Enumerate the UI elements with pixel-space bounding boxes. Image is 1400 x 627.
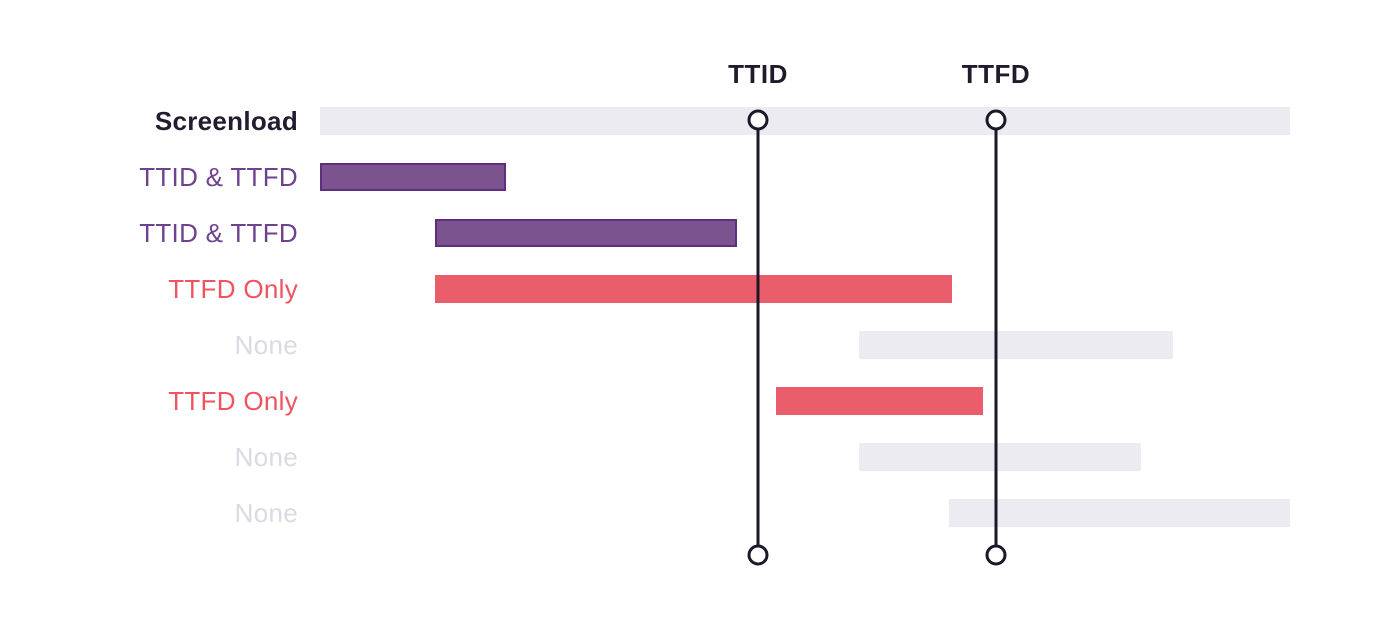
row-label-ttid_ttfd: TTID & TTFD (139, 162, 298, 192)
row-label-none: None (234, 442, 298, 472)
span-bar-ttfd_only (435, 275, 952, 303)
row-label-none: None (234, 330, 298, 360)
marker-circle-bottom-ttfd (985, 544, 1007, 566)
row-label-ttfd_only: TTFD Only (168, 274, 298, 304)
span-bar-ttid_ttfd (435, 219, 737, 247)
marker-label-ttfd: TTFD (961, 59, 1031, 89)
row-label-none: None (234, 498, 298, 528)
row-label-ttid_ttfd: TTID & TTFD (139, 218, 298, 248)
marker-circle-bottom-ttid (747, 544, 769, 566)
span-bar-neutral (949, 499, 1290, 527)
marker-label-ttid: TTID (728, 59, 788, 89)
marker-circle-top-ttid (747, 109, 769, 131)
marker-circle-top-ttfd (985, 109, 1007, 131)
span-bar-neutral (859, 331, 1173, 359)
span-bar-ttid_ttfd (320, 163, 506, 191)
span-bar-ttfd_only (776, 387, 983, 415)
row-label-screenload: Screenload (154, 106, 298, 136)
span-bar-neutral (320, 107, 1290, 135)
row-label-ttfd_only: TTFD Only (168, 386, 298, 416)
marker-line-ttid (756, 120, 760, 555)
span-bar-neutral (859, 443, 1141, 471)
marker-line-ttfd (994, 120, 998, 555)
